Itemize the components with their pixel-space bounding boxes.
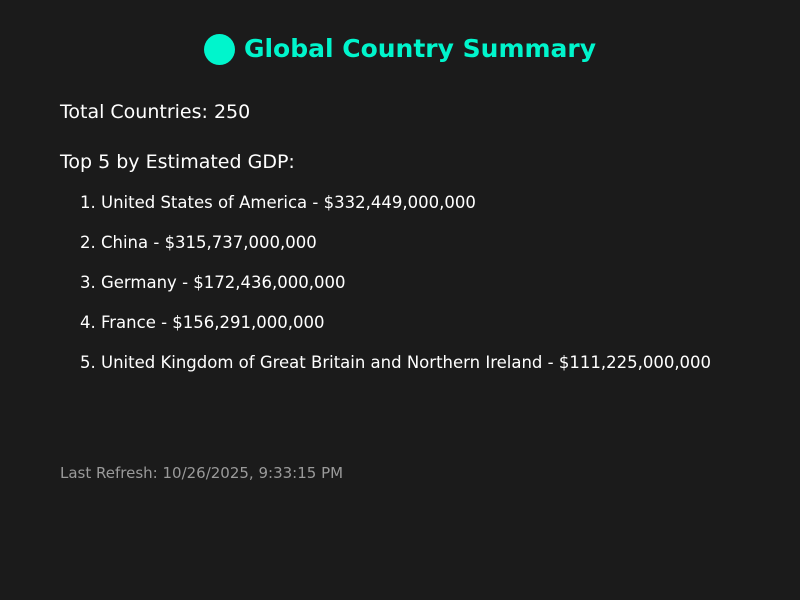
gdp-list: 1. United States of America - $332,449,0… — [80, 193, 711, 393]
total-countries: Total Countries: 250 — [60, 101, 251, 123]
list-item: 1. United States of America - $332,449,0… — [80, 193, 476, 212]
list-item: 4. France - $156,291,000,000 — [80, 313, 325, 332]
globe-icon — [203, 33, 235, 65]
list-item: 2. China - $315,737,000,000 — [80, 233, 317, 252]
top-gdp-heading: Top 5 by Estimated GDP: — [60, 151, 295, 173]
last-refresh-timestamp: Last Refresh: 10/26/2025, 9:33:15 PM — [60, 464, 344, 482]
header: Global Country Summary — [0, 32, 800, 66]
list-item: 5. United Kingdom of Great Britain and N… — [80, 353, 712, 372]
list-item: 3. Germany - $172,436,000,000 — [80, 273, 346, 292]
page-title: Global Country Summary — [243, 34, 597, 63]
